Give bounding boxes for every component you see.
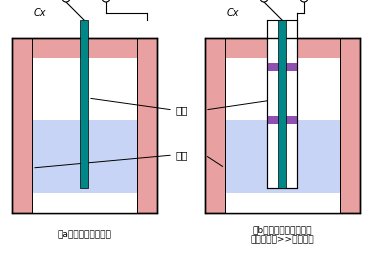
Bar	[205, 38, 360, 213]
Text: Cx: Cx	[34, 8, 46, 18]
Bar	[80, 20, 88, 188]
Circle shape	[62, 0, 70, 2]
Text: （a）容器为金属材料: （a）容器为金属材料	[57, 230, 111, 239]
Bar	[225, 58, 340, 213]
Text: 容器: 容器	[175, 150, 188, 160]
Bar	[12, 38, 157, 213]
Bar	[267, 63, 297, 71]
Text: （b）容器为非金属材料
或容器直径>>电极直径: （b）容器为非金属材料 或容器直径>>电极直径	[250, 225, 314, 244]
Text: 电极: 电极	[175, 105, 188, 115]
Circle shape	[260, 0, 268, 2]
Circle shape	[102, 0, 110, 2]
Bar	[267, 20, 297, 188]
Bar	[32, 58, 137, 213]
Circle shape	[300, 0, 308, 2]
Bar	[32, 120, 137, 193]
Bar	[267, 115, 297, 124]
Bar	[278, 20, 286, 188]
Text: Cx: Cx	[227, 8, 240, 18]
Bar	[225, 120, 340, 193]
